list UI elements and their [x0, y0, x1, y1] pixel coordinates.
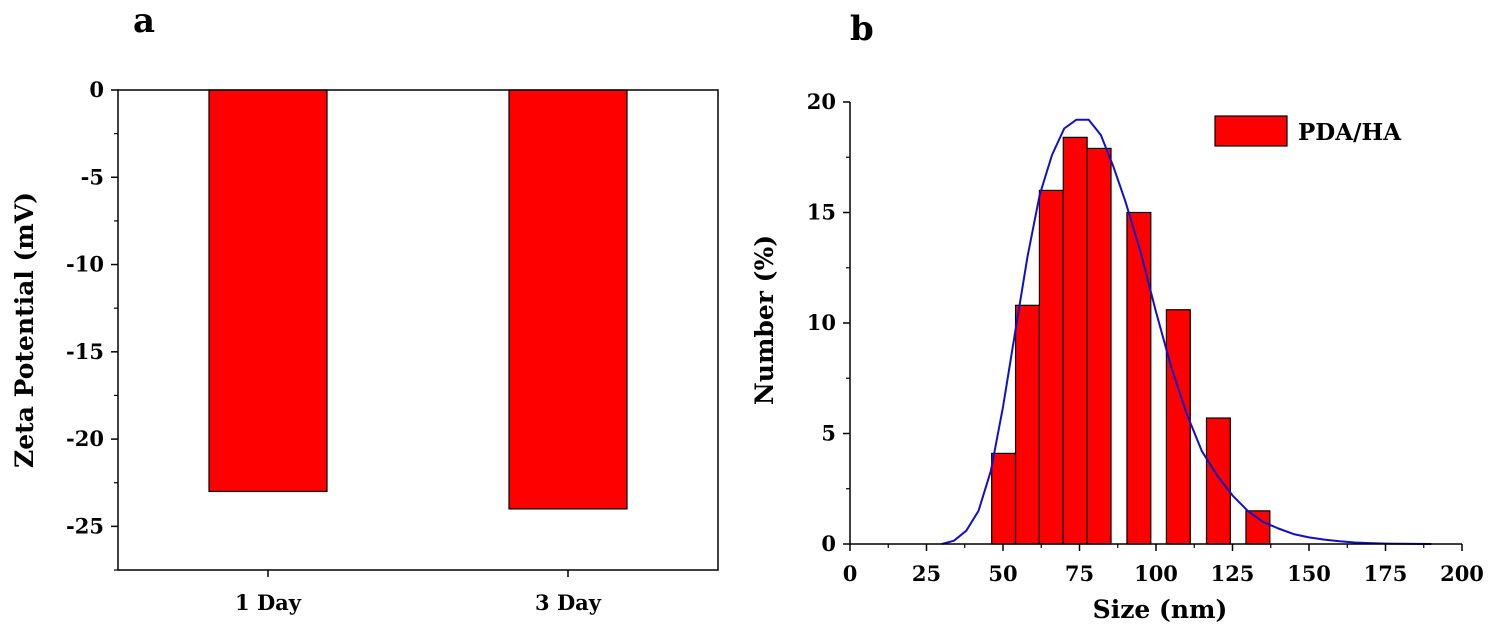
y-tick-label: -15: [66, 339, 104, 364]
panel-b-x-axis-title: Size (nm): [1093, 595, 1228, 624]
histogram-bar-7: [1165, 309, 1191, 545]
x-tick-label: 3 Day: [535, 590, 602, 615]
panel-b-y-ticks: 0 5 10 15 20: [807, 89, 836, 556]
x-tick-label: 200: [1440, 561, 1484, 586]
panel-a-x-ticks: 1 Day 3 Day: [235, 590, 602, 615]
y-tick-label: -5: [81, 164, 104, 189]
histogram-bar-8: [1205, 417, 1231, 545]
y-tick-label: -10: [66, 252, 104, 277]
y-tick-label: 15: [807, 200, 836, 225]
panel-a-label: a: [133, 1, 155, 41]
histogram-bar-3: [1038, 189, 1064, 545]
panel-a-axes: [111, 89, 719, 577]
histogram-bar-5: [1086, 147, 1112, 545]
x-tick-label: 175: [1364, 561, 1408, 586]
histogram-bar-6: [1126, 211, 1152, 545]
histogram-bar-2: [1014, 304, 1041, 545]
panel-b-x-ticks: 0 25 50 75 100 125 150 175 200: [843, 561, 1484, 586]
panel-b-bars: [991, 136, 1271, 545]
y-tick-label: -20: [66, 426, 104, 451]
legend-label: PDA/HA: [1298, 119, 1402, 146]
y-tick-label: 0: [89, 77, 104, 102]
y-tick-label: 5: [821, 421, 836, 446]
panel-a-chart: a 0 -5 -10 -15 -20 -25 1 Day 3 Day Zeta Potent…: [10, 1, 719, 615]
bar-2: [508, 89, 628, 510]
panel-b-legend: PDA/HA: [1214, 115, 1402, 147]
legend-swatch: [1214, 115, 1288, 147]
x-tick-label: 125: [1211, 561, 1255, 586]
panel-b-y-axis-title: Number (%): [750, 235, 779, 405]
histogram-bar-1: [991, 452, 1017, 545]
x-tick-label: 75: [1065, 561, 1094, 586]
x-tick-label: 0: [843, 561, 858, 586]
panel-b-label: b: [850, 9, 874, 49]
x-tick-label: 100: [1134, 561, 1178, 586]
plot-frame: [117, 89, 719, 571]
histogram-bar-4: [1062, 136, 1088, 545]
y-tick-label: 10: [807, 310, 836, 335]
histogram-bar-9: [1245, 510, 1271, 545]
fit-curve-line: [941, 118, 1432, 545]
bar-1: [208, 89, 328, 493]
x-tick-label: 1 Day: [235, 590, 302, 615]
panel-a-y-ticks: 0 -5 -10 -15 -20 -25: [66, 77, 104, 538]
panel-b-chart: b 0 5 10 15 20 0 25 50 75 100 125 150 175 200 Number…: [750, 9, 1484, 624]
x-tick-label: 25: [912, 561, 941, 586]
x-tick-label: 150: [1287, 561, 1331, 586]
y-tick-label: 0: [821, 531, 836, 556]
x-tick-label: 50: [988, 561, 1017, 586]
y-tick-label: 20: [807, 89, 836, 114]
panel-b-fit-curve: [941, 118, 1432, 545]
panel-a-bars: [208, 89, 628, 510]
y-tick-label: -25: [66, 513, 104, 538]
panel-a-y-axis-title: Zeta Potential (mV): [10, 192, 39, 468]
panel-b-axes: [843, 101, 1463, 551]
